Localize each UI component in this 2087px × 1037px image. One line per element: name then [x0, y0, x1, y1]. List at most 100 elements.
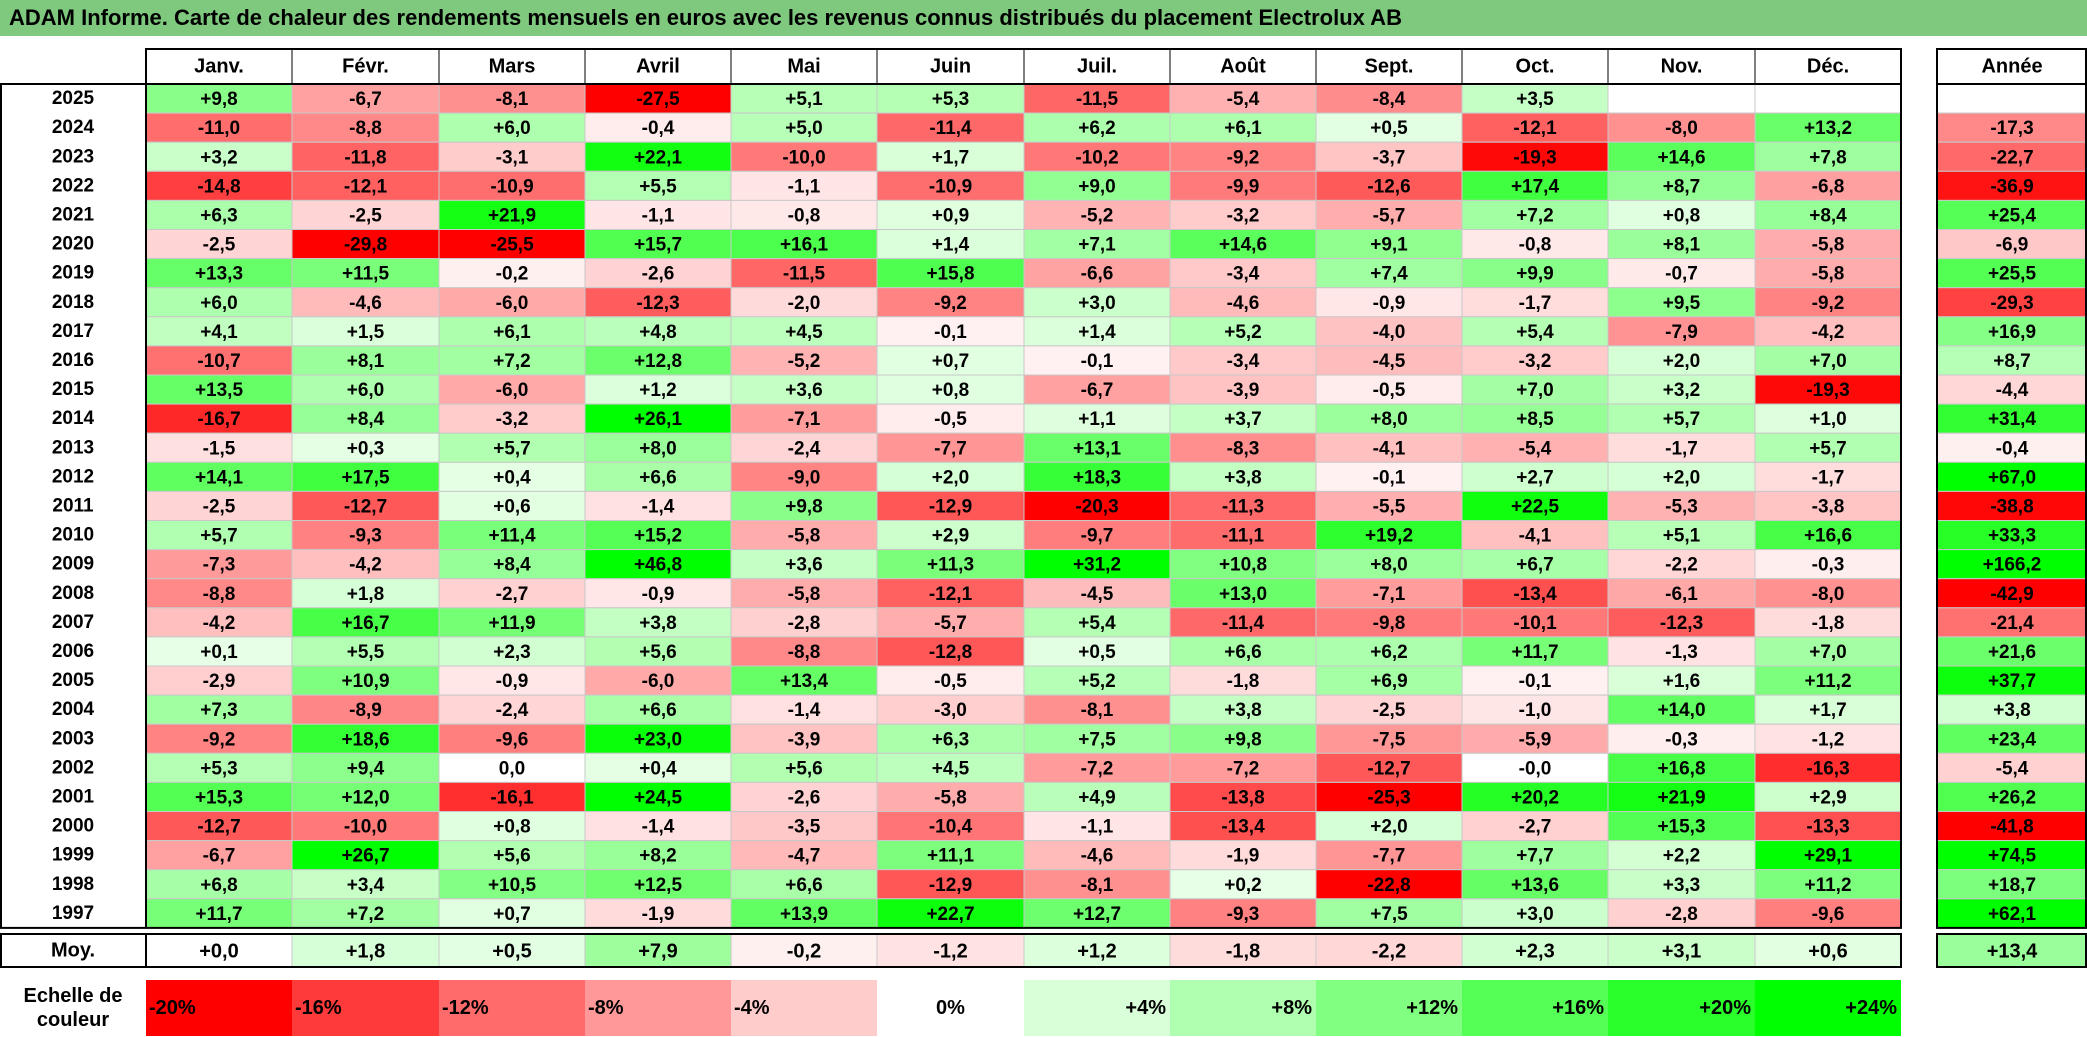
heatmap-cell	[1023, 811, 1171, 842]
annual-value: +67,0	[1988, 467, 2036, 488]
cell-value: -7,3	[203, 555, 236, 576]
cell-value: +12,5	[634, 875, 683, 896]
cell-value: +4,9	[1078, 787, 1116, 808]
heatmap-cell	[584, 811, 732, 842]
heatmap-cell	[876, 578, 1025, 609]
heatmap-cell	[1169, 83, 1317, 114]
heatmap-cell	[1169, 461, 1317, 492]
heatmap-cell	[1607, 665, 1756, 696]
heatmap-cell	[876, 811, 1025, 842]
row-year-label: 2024	[52, 117, 95, 138]
cell-value: +8,4	[493, 555, 531, 576]
month-header: Oct.	[1516, 56, 1555, 78]
cell-value: -10,1	[1513, 613, 1557, 634]
cell-value: +5,5	[639, 176, 677, 197]
annual-value: +166,2	[1983, 555, 2042, 576]
color-scale-step: +8%	[1271, 997, 1312, 1019]
annual-value: -22,7	[1990, 147, 2033, 168]
cell-value: +5,6	[639, 642, 677, 663]
heatmap-cell	[730, 607, 878, 638]
cell-value: +7,0	[1809, 351, 1847, 372]
heatmap-cell	[1023, 549, 1171, 580]
annual-cell	[1936, 490, 2087, 521]
annual-cell	[1936, 141, 2087, 172]
heatmap-cell	[291, 549, 440, 580]
heatmap-cell	[876, 520, 1025, 551]
cell-value: -0,3	[1665, 729, 1698, 750]
heatmap-cell	[876, 287, 1025, 318]
heatmap-cell	[1169, 636, 1317, 667]
heatmap-cell	[291, 432, 440, 463]
heatmap-cell	[438, 345, 586, 376]
cell-value: +13,6	[1511, 875, 1559, 896]
cell-value: -6,0	[642, 671, 675, 692]
cell-value: -0,7	[1665, 264, 1698, 285]
cell-value: +4,5	[932, 758, 970, 779]
color-scale-step: -20%	[149, 997, 196, 1019]
cell-value: +4,5	[785, 322, 823, 343]
cell-value: -2,5	[203, 496, 236, 517]
heatmap-cell	[1754, 869, 1902, 900]
cell-value: +6,8	[200, 875, 238, 896]
color-scale-step: +24%	[1845, 997, 1897, 1019]
cell-value: +5,6	[785, 758, 823, 779]
annual-value: +62,1	[1988, 904, 2037, 925]
heatmap-cell	[876, 199, 1025, 230]
cell-value: -5,7	[934, 613, 967, 634]
cell-value: -13,3	[1806, 817, 1849, 838]
heatmap-cell	[1461, 869, 1609, 900]
color-scale-swatch	[731, 980, 877, 1036]
cell-value: -4,2	[1812, 322, 1845, 343]
cell-value: +12,0	[341, 787, 389, 808]
heatmap-cell	[1607, 520, 1756, 551]
cell-value: -3,0	[934, 700, 967, 721]
cell-value: -1,0	[1519, 700, 1552, 721]
average-value: -2,2	[1372, 941, 1406, 963]
annual-value: +21,6	[1988, 642, 2036, 663]
cell-value: +2,9	[932, 526, 970, 547]
cell-value: +22,5	[1511, 496, 1560, 517]
cell-value: -16,3	[1806, 758, 1849, 779]
heatmap-cell	[1607, 607, 1756, 638]
heatmap-cell	[1169, 432, 1317, 463]
row-year-label: 2011	[52, 495, 94, 516]
heatmap-cell	[876, 636, 1025, 667]
heatmap-cell	[876, 898, 1025, 929]
cell-value: -14,8	[197, 176, 240, 197]
heatmap-cell	[730, 229, 878, 260]
cell-value: +5,5	[347, 642, 385, 663]
heatmap-cell	[1607, 199, 1756, 230]
heatmap-cell	[730, 432, 878, 463]
cell-value: -12,9	[929, 496, 972, 517]
heatmap-cell	[876, 229, 1025, 260]
cell-value: -1,1	[788, 176, 821, 197]
cell-value: +1,7	[932, 147, 970, 168]
cell-value: -9,2	[1812, 293, 1845, 314]
cell-value: -1,3	[1665, 642, 1698, 663]
heatmap-cell	[438, 461, 586, 492]
cell-value: +14,6	[1657, 147, 1705, 168]
cell-value: -4,6	[1081, 846, 1114, 867]
cell-value: +6,9	[1370, 671, 1408, 692]
heatmap-cell	[1461, 83, 1609, 114]
cell-value: -27,5	[636, 89, 680, 110]
cell-value: -10,4	[929, 817, 973, 838]
cell-value: -1,2	[1812, 729, 1845, 750]
color-scale-swatch	[877, 980, 1024, 1036]
cell-value: +14,1	[195, 467, 244, 488]
average-label: Moy.	[51, 940, 95, 962]
heatmap-cell	[730, 345, 878, 376]
row-year-label: 2023	[52, 146, 94, 167]
heatmap-cell	[145, 898, 293, 929]
cell-value: -29,8	[344, 235, 387, 256]
heatmap-cell	[1169, 869, 1317, 900]
cell-value: +29,1	[1804, 846, 1853, 867]
heatmap-cell	[730, 403, 878, 434]
cell-value: +1,8	[347, 584, 385, 605]
average-value: -0,2	[787, 941, 821, 963]
cell-value: -0,0	[1519, 758, 1552, 779]
cell-value: +10,9	[341, 671, 389, 692]
cell-value: +9,8	[785, 496, 823, 517]
heatmap-cell	[1754, 636, 1902, 667]
heatmap-cell	[1607, 432, 1756, 463]
